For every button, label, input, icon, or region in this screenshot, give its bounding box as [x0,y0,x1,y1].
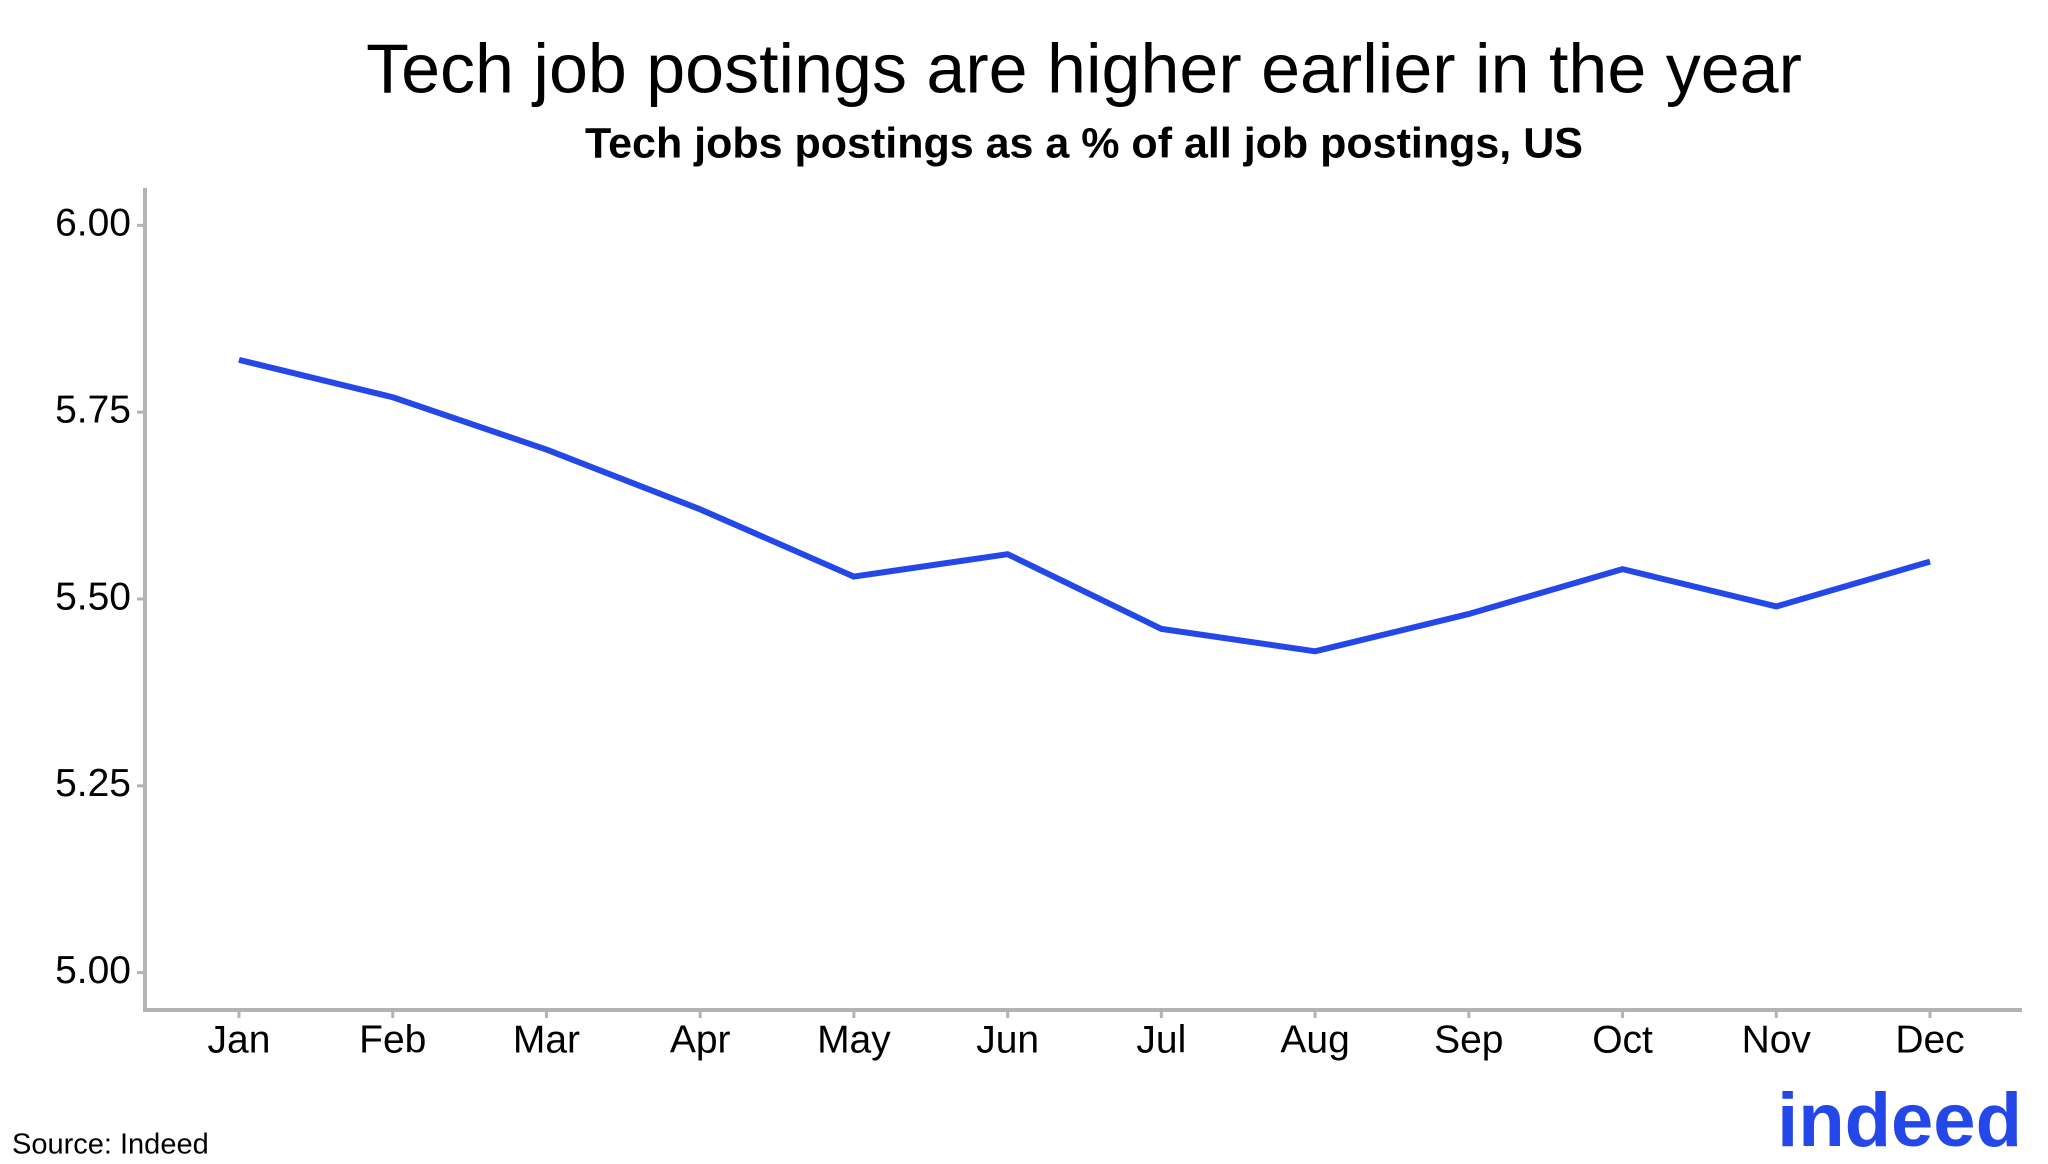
x-tick-label: May [817,1018,891,1061]
x-tick-label: Mar [513,1018,580,1061]
y-tick-label: 5.75 [55,388,131,431]
chart-title: Tech job postings are higher earlier in … [366,29,1802,107]
x-tick-label: Jul [1136,1018,1186,1061]
data-line [238,356,1931,655]
chart-subtitle: Tech jobs postings as a % of all job pos… [585,119,1583,167]
x-tick-label: Feb [359,1018,426,1061]
y-tick-label: 6.00 [55,202,131,245]
x-tick-label: Oct [1592,1018,1653,1061]
y-tick-label: 5.50 [55,575,131,618]
source-note: Source: Indeed [12,1129,209,1161]
y-tick-label: 5.00 [55,949,131,992]
x-tick-label: Apr [670,1018,731,1061]
x-tick-label: Jan [208,1018,271,1061]
x-tick-label: Aug [1280,1018,1349,1061]
x-tick-label: Jun [976,1018,1039,1061]
logo: indeed [1777,1078,2022,1163]
x-tick-label: Dec [1895,1018,1964,1061]
y-tick-label: 5.25 [55,762,131,805]
x-tick-label: Sep [1434,1018,1503,1061]
x-tick-label: Nov [1742,1018,1812,1061]
